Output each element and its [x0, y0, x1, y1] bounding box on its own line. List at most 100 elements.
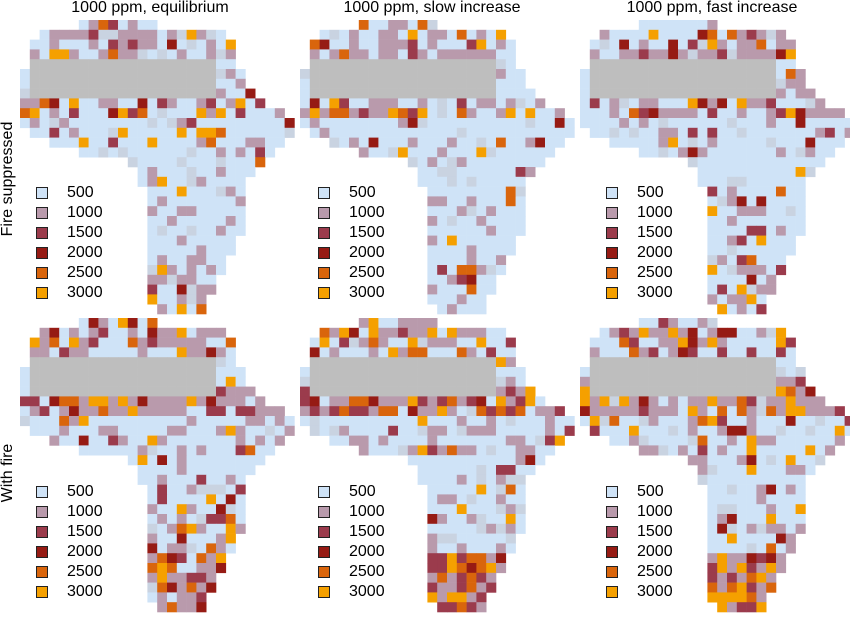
map-grid-cell	[776, 416, 787, 427]
map-grid-cell	[466, 167, 477, 178]
map-grid-cell	[407, 455, 418, 466]
map-grid-cell	[658, 88, 669, 99]
map-grid-cell	[766, 484, 777, 495]
map-grid-cell	[265, 137, 276, 148]
map-grid-cell	[59, 98, 70, 109]
map-grid-cell	[437, 337, 448, 348]
map-grid-cell	[358, 88, 369, 99]
map-grid-cell	[776, 484, 787, 495]
map-grid-cell	[589, 347, 600, 358]
map-grid-cell	[697, 147, 708, 158]
map-grid-cell	[407, 337, 418, 348]
map-grid-cell	[727, 304, 738, 315]
map-grid-cell	[78, 59, 89, 70]
map-grid-cell	[437, 147, 448, 158]
map-grid-cell	[309, 108, 320, 119]
map-grid-cell	[766, 367, 777, 378]
map-grid-cell	[476, 39, 487, 50]
map-grid-cell	[49, 435, 60, 446]
map-grid-cell	[515, 494, 526, 505]
map-grid-cell	[505, 347, 516, 358]
map-grid-cell	[216, 445, 227, 456]
map-grid-cell	[580, 88, 591, 99]
map-grid-cell	[678, 357, 689, 368]
map-grid-cell	[225, 147, 236, 158]
map-grid-cell	[147, 533, 158, 544]
map-grid-cell	[638, 78, 649, 89]
map-grid-cell	[746, 69, 757, 80]
map-grid-cell	[456, 474, 467, 485]
map-grid-cell	[176, 225, 187, 236]
map-grid-cell	[515, 435, 526, 446]
map-grid-cell	[147, 337, 158, 348]
map-grid-cell	[196, 337, 207, 348]
map-grid-cell	[427, 176, 438, 187]
map-grid-cell	[206, 265, 217, 276]
map-grid-cell	[564, 425, 575, 436]
map-grid-cell	[69, 78, 80, 89]
map-grid-cell	[427, 235, 438, 246]
map-grid-cell	[39, 29, 50, 40]
map-grid-cell	[834, 425, 845, 436]
map-grid-cell	[727, 435, 738, 446]
map-grid-cell	[589, 108, 600, 119]
map-grid-cell	[619, 396, 630, 407]
map-grid-cell	[707, 572, 718, 583]
map-grid-cell	[225, 357, 236, 368]
map-grid-cell	[756, 88, 767, 99]
legend-label: 3000	[637, 583, 673, 600]
map-grid-cell	[776, 347, 787, 358]
map-grid-cell	[486, 347, 497, 358]
map-grid-cell	[638, 416, 649, 427]
map-grid-cell	[687, 137, 698, 148]
map-grid-cell	[668, 367, 679, 378]
map-grid-cell	[368, 357, 379, 368]
map-grid-cell	[235, 465, 246, 476]
map-grid-cell	[525, 137, 536, 148]
map-grid-cell	[235, 147, 246, 158]
map-grid-cell	[137, 347, 148, 358]
map-grid-cell	[108, 127, 119, 138]
map-grid-cell	[108, 137, 119, 148]
map-grid-cell	[437, 514, 448, 525]
map-grid-cell	[629, 29, 640, 40]
map-grid-cell	[206, 118, 217, 129]
map-grid-cell	[785, 196, 796, 207]
map-grid-cell	[216, 186, 227, 197]
map-grid-cell	[186, 514, 197, 525]
map-grid-cell	[447, 416, 458, 427]
map-grid-cell	[216, 108, 227, 119]
map-grid-cell	[486, 157, 497, 168]
map-grid-cell	[648, 59, 659, 70]
map-grid-cell	[599, 88, 610, 99]
map-grid-cell	[437, 582, 448, 593]
map-grid-cell	[776, 357, 787, 368]
map-grid-cell	[505, 494, 516, 505]
map-grid-cell	[88, 337, 99, 348]
map-grid-cell	[284, 416, 295, 427]
map-grid-cell	[717, 127, 728, 138]
map-grid-cell	[736, 376, 747, 387]
map-grid-cell	[437, 88, 448, 99]
map-grid-cell	[766, 435, 777, 446]
map-grid-cell	[300, 416, 311, 427]
legend-swatch	[606, 247, 618, 259]
map-grid-cell	[629, 127, 640, 138]
map-grid-cell	[118, 367, 129, 378]
map-grid-cell	[648, 435, 659, 446]
map-grid-cell	[707, 69, 718, 80]
map-grid-cell	[437, 484, 448, 495]
map-grid-cell	[668, 425, 679, 436]
map-grid-cell	[245, 416, 256, 427]
map-grid-cell	[59, 376, 70, 387]
map-grid-cell	[358, 59, 369, 70]
map-grid-cell	[118, 386, 129, 397]
map-grid-cell	[466, 376, 477, 387]
map-grid-cell	[147, 406, 158, 417]
map-grid-cell	[49, 69, 60, 80]
map-grid-cell	[388, 416, 399, 427]
map-grid-cell	[736, 274, 747, 285]
map-grid-cell	[196, 255, 207, 266]
map-grid-cell	[417, 147, 428, 158]
map-grid-cell	[456, 186, 467, 197]
